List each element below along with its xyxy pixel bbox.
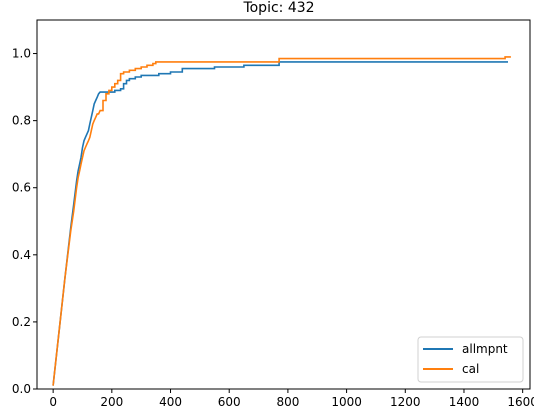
series-line-allmpnt bbox=[52, 61, 508, 386]
legend: allmpnt cal bbox=[417, 336, 524, 383]
x-tick-label: 200 bbox=[100, 395, 123, 409]
y-tick-label: 0.2 bbox=[12, 315, 31, 329]
y-tick-label: 0.0 bbox=[12, 382, 31, 396]
y-tick-label: 0.4 bbox=[12, 248, 31, 262]
y-axis: 0.0 0.2 0.4 0.6 0.8 1.0 bbox=[12, 47, 37, 396]
y-tick-label: 1.0 bbox=[12, 47, 31, 61]
x-tick-label: 1200 bbox=[390, 395, 421, 409]
x-tick-label: 800 bbox=[276, 395, 299, 409]
chart-title: Topic: 432 bbox=[242, 0, 314, 16]
legend-label-cal: cal bbox=[462, 362, 479, 376]
x-tick-label: 1400 bbox=[449, 395, 480, 409]
x-tick-label: 600 bbox=[218, 395, 241, 409]
axes-frame bbox=[36, 19, 531, 390]
series-line-cal bbox=[52, 56, 511, 386]
series-layer bbox=[52, 56, 511, 386]
x-tick-label: 400 bbox=[159, 395, 182, 409]
x-tick-label: 0 bbox=[49, 395, 57, 409]
y-tick-label: 0.8 bbox=[12, 114, 31, 128]
x-tick-label: 1000 bbox=[331, 395, 362, 409]
legend-label-allmpnt: allmpnt bbox=[462, 342, 508, 356]
plot-area bbox=[36, 19, 531, 390]
y-tick-label: 0.6 bbox=[12, 181, 31, 195]
